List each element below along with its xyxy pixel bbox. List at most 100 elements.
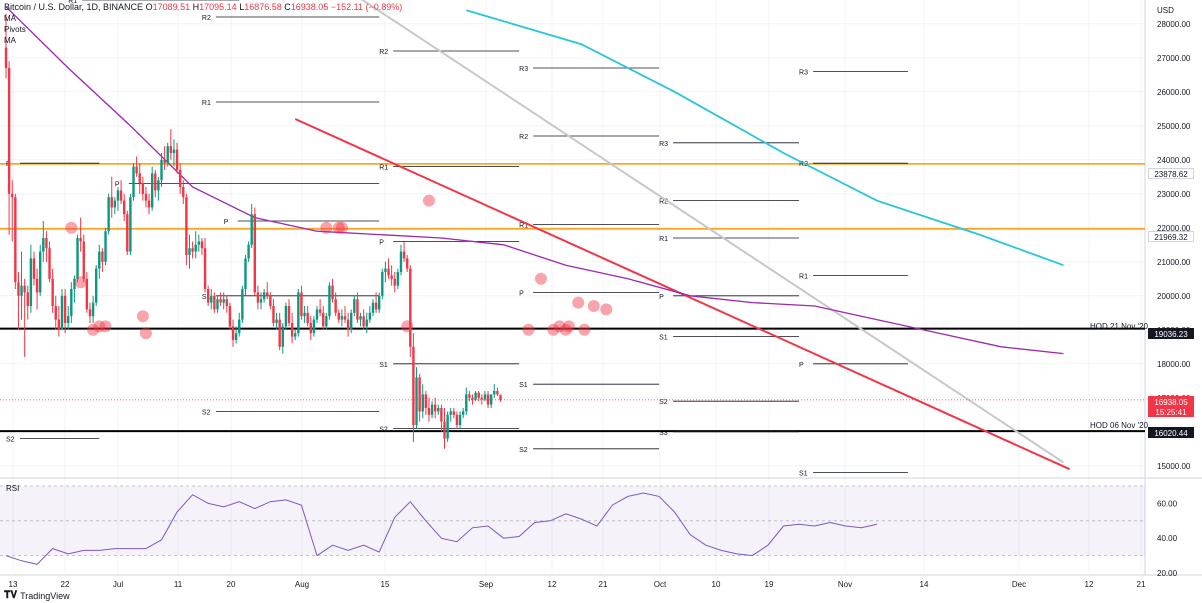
candle-body <box>188 248 191 255</box>
pivot-level-label: R2 <box>379 49 388 56</box>
time-axis-tick: 11 <box>174 580 183 589</box>
low-value: 16876.58 <box>244 2 282 12</box>
candle-body <box>35 278 39 293</box>
candle-body <box>359 316 362 320</box>
candle-body <box>203 248 207 289</box>
pivot-level-label: S2 <box>6 437 15 444</box>
candle-body <box>415 377 418 425</box>
pivot-level-label: P <box>659 294 664 301</box>
swing-marker <box>335 221 348 234</box>
candle-body <box>465 394 468 412</box>
swing-marker <box>522 323 535 336</box>
price-axis-tick: 20000.00 <box>1157 292 1191 301</box>
pivot-level-label: P <box>224 219 229 226</box>
candle-body <box>210 295 213 303</box>
candle-body <box>206 289 210 303</box>
candle-body <box>228 306 232 327</box>
candle-body <box>256 292 260 303</box>
candle-body <box>247 244 250 259</box>
swing-marker <box>332 221 345 234</box>
swing-marker <box>65 221 78 234</box>
candle-body <box>433 404 437 412</box>
pivot-level-label: S1 <box>799 471 808 478</box>
candle-body <box>135 166 138 174</box>
pivot-level-label: S2 <box>659 399 668 406</box>
candle-body <box>315 309 319 320</box>
candle-body <box>306 312 309 323</box>
candle-body <box>119 190 123 201</box>
candle-body <box>440 408 443 422</box>
pivot-level-label: R3 <box>519 66 528 73</box>
pivot-level-label: R3 <box>659 141 668 148</box>
candle-body <box>278 319 281 347</box>
candle-body <box>409 268 412 347</box>
candle-body <box>269 295 272 306</box>
candle-body <box>331 285 334 300</box>
candle-body <box>116 190 120 201</box>
swing-marker <box>578 323 591 336</box>
rsi-axis-tick: 40.00 <box>1157 534 1178 543</box>
open-value: 17089.51 <box>152 2 191 12</box>
candle-body <box>337 312 340 320</box>
candle-body <box>216 299 219 310</box>
candle-body <box>57 319 61 330</box>
candle-body <box>262 292 266 300</box>
pivot-level-label: P <box>379 239 384 246</box>
candle-body <box>175 149 179 170</box>
time-axis-tick: Oct <box>654 580 667 589</box>
indicator-ma-1[interactable]: MA <box>4 14 16 23</box>
time-axis-tick: 14 <box>920 580 929 589</box>
candle-body <box>486 394 490 405</box>
candle-body <box>259 299 263 303</box>
candle-body <box>368 312 372 320</box>
candle-body <box>343 316 347 320</box>
candle-body <box>126 214 129 252</box>
candle-body <box>17 282 20 296</box>
candle-body <box>390 275 393 279</box>
candle-body <box>67 316 70 323</box>
candle-body <box>76 238 79 279</box>
indicator-pivots[interactable]: Pivots <box>4 25 26 34</box>
pivot-level-label: S2 <box>519 447 528 454</box>
candle-body <box>318 309 322 313</box>
countdown-tag: 15:25:41 <box>1148 406 1194 417</box>
candle-body <box>138 173 141 184</box>
indicator-ma-2[interactable]: MA <box>4 36 16 45</box>
candle-body <box>163 159 166 164</box>
candle-body <box>85 278 89 310</box>
candle-body <box>424 394 428 408</box>
pivot-level-label: R2 <box>659 199 668 206</box>
rsi-axis-tick: 20.00 <box>1157 569 1178 578</box>
open-label: O <box>145 2 153 12</box>
candle-body <box>4 47 8 68</box>
candle-body <box>477 392 480 398</box>
pivot-level-label: R1 <box>799 273 808 280</box>
pivot-level-label: R2 <box>799 161 808 168</box>
candle-body <box>449 411 452 415</box>
candle-body <box>113 200 117 208</box>
swing-marker <box>547 323 560 336</box>
candle-body <box>88 309 92 317</box>
time-axis-tick: Dec <box>1012 580 1026 589</box>
candle-body <box>275 319 278 323</box>
candle-body <box>461 411 465 415</box>
candle-body <box>94 268 98 303</box>
candle-body <box>48 248 51 279</box>
close-label: C <box>284 2 291 12</box>
currency-label: USD <box>1157 6 1174 15</box>
price-axis-tick: 22000.00 <box>1157 224 1191 233</box>
price-axis-tick: 28000.00 <box>1157 20 1191 29</box>
candle-body <box>353 299 356 313</box>
candle-body <box>219 299 222 303</box>
time-axis-tick: 19 <box>765 580 774 589</box>
candle-body <box>23 285 26 293</box>
pivot-level-label: R2 <box>519 134 528 141</box>
candle-body <box>253 214 256 293</box>
candle-body <box>110 197 113 208</box>
price-tag-level-top: 23878.62 <box>1148 168 1194 179</box>
swing-marker <box>534 272 547 285</box>
candle-body <box>499 394 502 400</box>
candle-body <box>421 394 424 412</box>
candle-body <box>455 414 459 425</box>
